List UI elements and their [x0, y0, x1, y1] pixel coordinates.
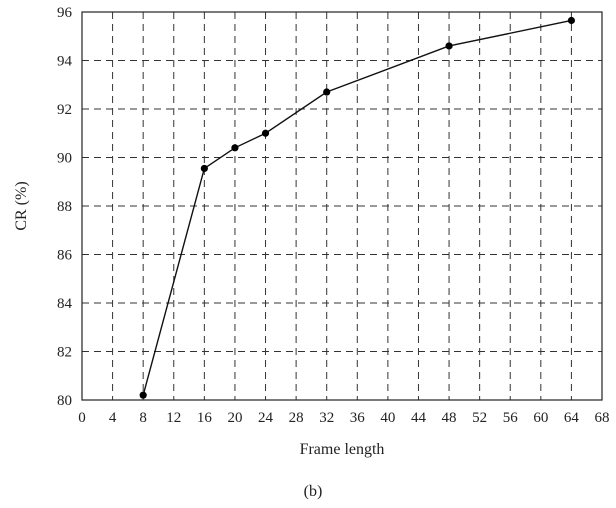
y-tick-label: 90 — [57, 151, 72, 167]
x-tick-label: 32 — [319, 410, 334, 426]
plot-area-frame — [81, 11, 603, 401]
x-axis-label: Frame length — [300, 441, 385, 458]
data-point — [200, 164, 208, 173]
x-tick-label: 64 — [564, 410, 580, 426]
data-point — [139, 391, 147, 399]
y-tick-label: 94 — [57, 54, 73, 70]
data-point — [231, 144, 239, 152]
x-tick-label: 52 — [472, 410, 487, 426]
x-tick-label: 40 — [380, 410, 395, 426]
y-tick-label: 82 — [57, 345, 72, 361]
y-axis-label: CR (%) — [13, 181, 30, 230]
x-tick-label: 44 — [411, 410, 427, 426]
x-tick-label: 4 — [109, 410, 117, 426]
x-tick-label: 68 — [595, 410, 610, 426]
grid-lines — [82, 12, 602, 400]
data-point — [261, 129, 270, 137]
x-tick-label: 0 — [78, 410, 86, 426]
x-tick-label: 28 — [289, 410, 304, 426]
data-points — [139, 16, 576, 399]
y-tick-label: 96 — [57, 5, 73, 21]
data-point — [323, 88, 331, 96]
data-point — [567, 16, 576, 25]
x-tick-label: 8 — [139, 410, 147, 426]
x-tick-label: 48 — [442, 410, 457, 426]
x-tick-labels: 0 4 8 12 16 20 24 28 32 36 40 44 48 52 56 60 64 68 — [78, 410, 609, 426]
figure-caption: (b) — [304, 483, 323, 500]
data-point — [445, 42, 453, 50]
y-tick-labels: 80 82 84 86 88 90 92 94 96 — [57, 5, 73, 409]
x-tick-label: 60 — [533, 410, 548, 426]
y-tick-label: 84 — [57, 296, 73, 312]
y-tick-label: 86 — [57, 248, 73, 264]
x-tick-label: 20 — [227, 410, 242, 426]
y-tick-label: 88 — [57, 199, 72, 215]
y-tick-label: 92 — [57, 102, 72, 118]
x-tick-label: 12 — [166, 410, 181, 426]
y-tick-label: 80 — [57, 393, 72, 409]
x-tick-label: 56 — [503, 410, 519, 426]
x-tick-label: 24 — [258, 410, 274, 426]
x-tick-label: 16 — [197, 410, 213, 426]
x-tick-label: 36 — [350, 410, 366, 426]
